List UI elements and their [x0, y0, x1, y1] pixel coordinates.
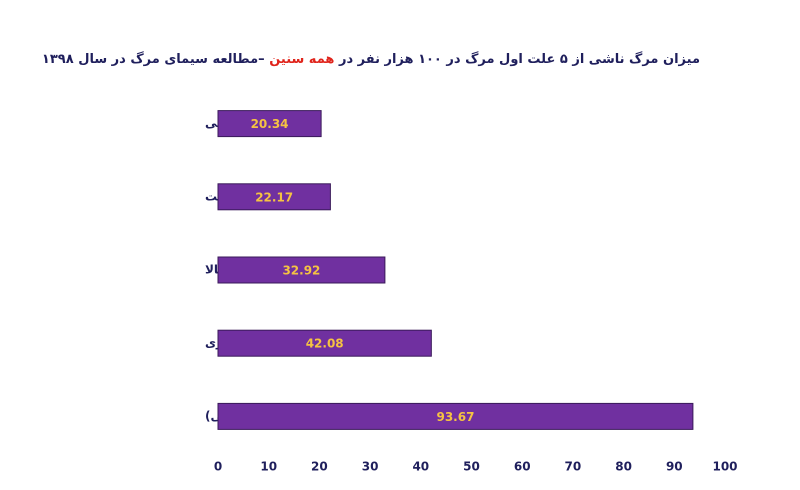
title-part: همه سنین — [269, 52, 335, 67]
x-tick-label: 60 — [514, 460, 531, 474]
bar — [217, 183, 331, 211]
value-label: 22.17 — [255, 190, 293, 204]
x-tick-label: 50 — [463, 460, 480, 474]
bar — [217, 402, 694, 430]
title-part: –مطالعه سیمای مرگ در سال ۱۳۹۸ — [41, 52, 270, 67]
x-tick-label: 100 — [712, 460, 737, 474]
bar — [217, 329, 432, 357]
x-tick-label: 20 — [311, 460, 328, 474]
value-label: 93.67 — [436, 410, 474, 424]
bar — [217, 110, 322, 138]
x-tick-label: 80 — [615, 460, 632, 474]
bar — [217, 256, 386, 284]
value-label: 20.34 — [251, 117, 289, 131]
x-tick-label: 70 — [565, 460, 582, 474]
x-tick-label: 10 — [260, 460, 277, 474]
x-tick-label: 90 — [666, 460, 683, 474]
x-tick-label: 30 — [362, 460, 379, 474]
x-tick-label: 0 — [214, 460, 222, 474]
value-label: 32.92 — [282, 264, 320, 278]
title-part: میزان مرگ ناشی از ۵ علت اول مرگ در ۱۰۰ ه… — [334, 52, 700, 67]
x-tick-label: 40 — [412, 460, 429, 474]
chart-title: میزان مرگ ناشی از ۵ علت اول مرگ در ۱۰۰ ه… — [42, 52, 700, 67]
value-label: 42.08 — [306, 337, 344, 351]
